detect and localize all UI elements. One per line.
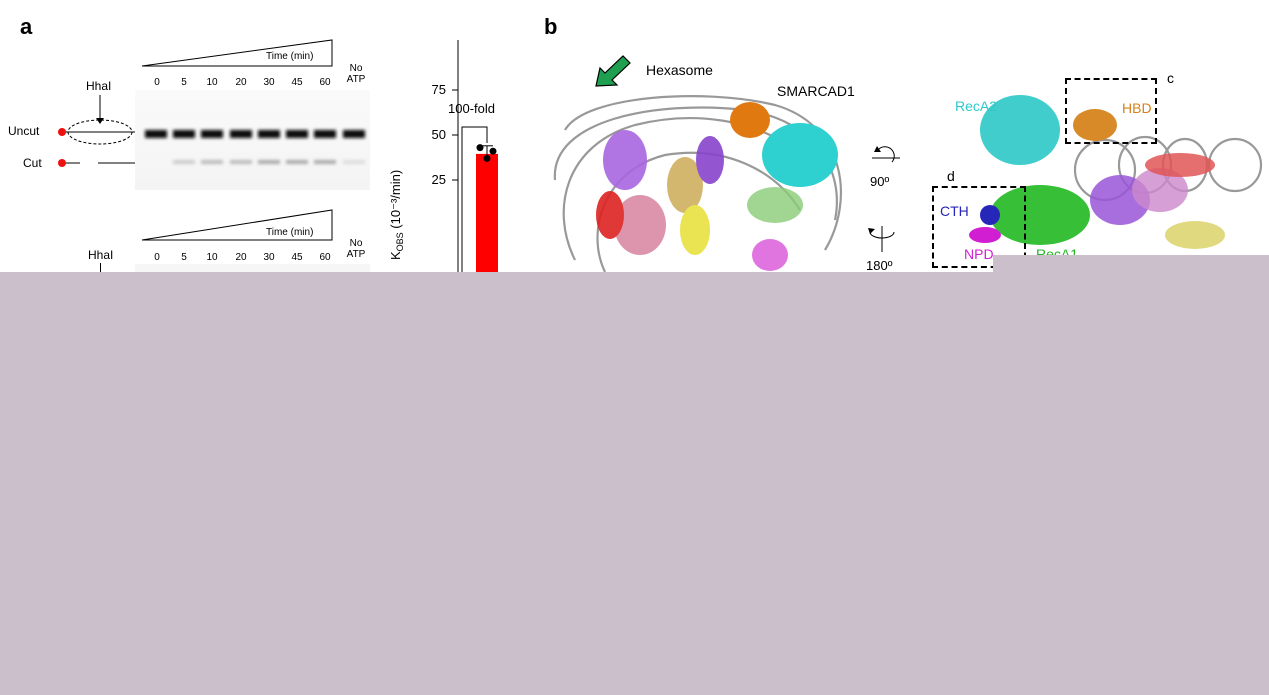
- hexasome-arrow-icon: [595, 55, 631, 87]
- domains-2: [969, 95, 1225, 249]
- rotate-180-icon: [868, 226, 895, 252]
- lane-label: 60: [319, 252, 331, 263]
- no-atp-label-2: No ATP: [341, 238, 371, 260]
- fold-bracket: [461, 126, 488, 275]
- substrate-schematic: [58, 95, 135, 167]
- y-tick-label: 75: [432, 82, 446, 97]
- y-tick-label: 50: [432, 127, 446, 142]
- smarcad1-domains: [730, 102, 838, 223]
- structure-view-1: [553, 95, 843, 272]
- y-label-main: K: [388, 251, 403, 260]
- hhai-label-1: HhaI: [86, 79, 112, 93]
- rotation-90-label: 90º: [870, 174, 890, 189]
- time-label-1: Time (min): [266, 51, 314, 62]
- hhai-label-2: HhaI: [88, 248, 114, 262]
- cth-label: CTH: [940, 203, 969, 219]
- box-d-label: d: [947, 168, 955, 184]
- y-tick-label: 25: [432, 172, 446, 187]
- lane-label: 30: [263, 77, 275, 88]
- panel-letter-a: a: [20, 14, 33, 39]
- lane-label: 30: [263, 252, 275, 263]
- cut-label: Cut: [23, 156, 42, 170]
- histone-core: [596, 130, 788, 271]
- lane-label: 5: [181, 77, 187, 88]
- data-point: [483, 154, 491, 162]
- hbd-label: HBD: [1122, 100, 1152, 116]
- lane-label: 10: [206, 77, 218, 88]
- box-d: [932, 186, 1026, 268]
- lane-label: 20: [235, 77, 247, 88]
- fold-label: 100-fold: [448, 101, 495, 116]
- lane-label: 5: [181, 252, 187, 263]
- no-atp-label: No ATP: [341, 63, 371, 85]
- smarcad1-label: SMARCAD1: [777, 83, 855, 99]
- lane-label: 10: [206, 252, 218, 263]
- gel-image-2: [135, 264, 370, 272]
- svg-text:KOBS (10⁻³/min): KOBS (10⁻³/min): [388, 170, 405, 260]
- box-c: [1065, 78, 1157, 144]
- data-point: [476, 144, 484, 152]
- y-axis-label: KOBS (10⁻³/min): [388, 170, 405, 260]
- data-point: [489, 147, 497, 155]
- rotation-180-label: 180º: [866, 258, 893, 273]
- box-c-label: c: [1167, 70, 1174, 86]
- lane-label: 60: [319, 77, 331, 88]
- structure-view-2: [969, 95, 1263, 249]
- occlusion-overlay: [0, 272, 1269, 695]
- hexasome-label: Hexasome: [646, 62, 713, 78]
- reca2-label: RecA2: [955, 98, 998, 114]
- uncut-label: Uncut: [8, 124, 40, 138]
- panel-letter-b: b: [544, 14, 558, 39]
- no-atp-line1: No: [349, 63, 363, 74]
- y-label-unit: (10⁻³/min): [388, 170, 403, 232]
- time-wedge-1: [141, 39, 333, 67]
- time-wedge-2: [141, 209, 333, 241]
- gel-bands-1: [145, 130, 365, 164]
- y-label-sub: OBS: [395, 232, 405, 251]
- time-label-2: Time (min): [266, 227, 314, 238]
- no-atp-line1: No: [349, 238, 363, 249]
- no-atp-line2: ATP: [346, 74, 366, 85]
- gel-image-1: [135, 90, 370, 190]
- lane-label: 45: [291, 77, 303, 88]
- occlusion-strip: [993, 255, 1269, 275]
- no-atp-line2: ATP: [346, 249, 366, 260]
- kobs-bar-chart: 75 50 25 KOBS (10⁻³/min) 100-fold: [388, 40, 498, 275]
- lane-label: 0: [154, 252, 160, 263]
- bar-smarcad1: [476, 153, 498, 275]
- lane-label: 20: [235, 252, 247, 263]
- lane-label: 0: [154, 77, 160, 88]
- hhai-arrow-2: [100, 263, 101, 272]
- npd-label: NPD: [964, 246, 994, 262]
- lane-label: 45: [291, 252, 303, 263]
- rotate-90-icon: [872, 146, 900, 163]
